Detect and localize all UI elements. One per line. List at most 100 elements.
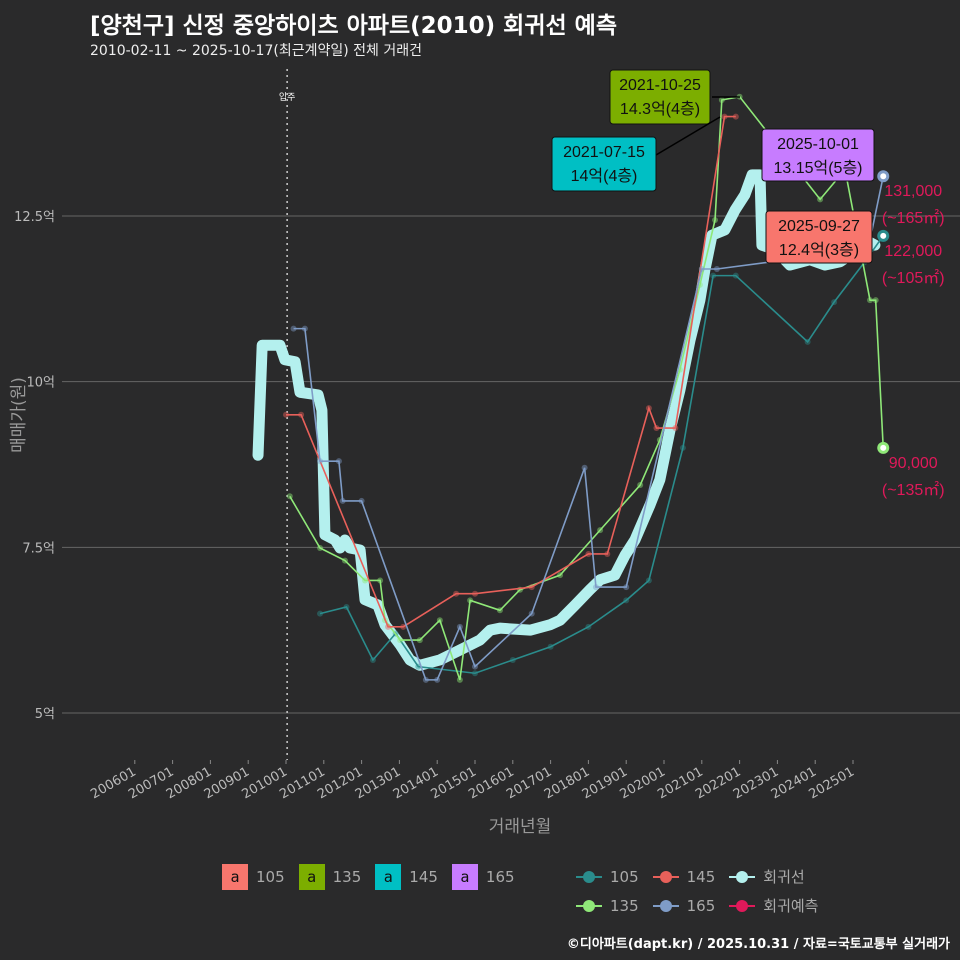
- trade-point-165: [698, 265, 705, 272]
- legend-item-area-105: a 105: [222, 864, 291, 890]
- trade-point-135: [362, 577, 369, 584]
- legend-label: 135: [332, 868, 362, 886]
- legend-item-series: 회귀예측: [729, 895, 818, 916]
- trade-point-135: [416, 637, 423, 644]
- y-tick-label: 7.5억: [22, 541, 55, 556]
- series-line-145: [286, 115, 736, 628]
- trade-point-135: [597, 527, 604, 534]
- prediction-value: 90,000: [889, 455, 938, 472]
- chart-subtitle: 2010-02-11 ~ 2025-10-17(최근계약일) 전체 거래건: [90, 43, 422, 59]
- trade-point-145: [604, 550, 611, 557]
- chart-title: [양천구] 신정 중앙하이츠 아파트(2010) 회귀선 예측: [90, 13, 617, 39]
- trade-point-135: [397, 637, 404, 644]
- trade-point-145: [400, 623, 407, 630]
- trade-point-145: [298, 411, 305, 418]
- prediction-area: (~165㎡): [882, 209, 945, 227]
- trade-point-105: [623, 597, 630, 604]
- trade-point-105: [645, 577, 652, 584]
- trade-point-105: [679, 444, 686, 451]
- trade-point-145: [645, 405, 652, 412]
- legend-series: 105 145 회귀선 135 165 회귀예측: [576, 866, 818, 916]
- trade-point-165: [317, 458, 324, 465]
- trade-point-135: [872, 297, 879, 304]
- trade-point-145: [721, 113, 728, 120]
- prediction-value: 122,000: [884, 243, 942, 260]
- trade-point-105: [343, 603, 350, 610]
- trade-point-145: [585, 550, 592, 557]
- footer-credit: ©디아파트(dapt.kr) / 2025.10.31 / 자료=국토교통부 실…: [566, 937, 950, 952]
- trade-point-105: [317, 610, 324, 617]
- trade-point-135: [456, 676, 463, 683]
- annotation-box: [765, 210, 873, 264]
- legend-swatch: a: [375, 864, 402, 890]
- legend-item-area-165: a 165: [451, 864, 521, 890]
- trade-point-165: [339, 497, 346, 504]
- trade-point-145: [453, 590, 460, 597]
- trade-point-135: [712, 216, 719, 223]
- prediction-area: (~135㎡): [882, 481, 945, 499]
- trade-point-135: [867, 297, 874, 304]
- trade-point-165: [528, 610, 535, 617]
- y-tick-label: 5억: [35, 707, 55, 722]
- legend-label: 105: [256, 868, 285, 886]
- legend-marker-icon: [729, 870, 756, 884]
- trade-point-145: [528, 584, 535, 591]
- legend-marker-icon: [729, 899, 756, 913]
- trade-point-105: [585, 623, 592, 630]
- legend-item-series: 145: [652, 866, 715, 887]
- annotation-price: 13.15억(5층): [773, 159, 862, 177]
- annotation-price: 12.4억(3층): [779, 241, 859, 259]
- trade-point-145: [385, 623, 392, 630]
- trade-point-135: [286, 493, 293, 500]
- prediction-area: (~105㎡): [882, 269, 945, 287]
- legend-swatch: a: [451, 864, 478, 890]
- trade-point-165: [290, 325, 297, 332]
- y-tick-label: 12.5억: [14, 210, 55, 225]
- legend-label: 135: [610, 896, 639, 915]
- y-tick-label: 10억: [26, 376, 55, 391]
- trade-point-165: [623, 584, 630, 591]
- trade-point-135: [377, 577, 384, 584]
- trade-point-165: [358, 497, 365, 504]
- x-axis-title: 거래년월: [489, 817, 552, 837]
- trade-point-165: [713, 265, 720, 272]
- trade-point-145: [653, 425, 660, 432]
- legend-item-area-145: a 145: [375, 864, 444, 890]
- trade-point-105: [831, 299, 838, 306]
- trade-point-135: [341, 557, 348, 564]
- annotation-date: 2025-10-01: [777, 136, 859, 153]
- legend-label: 105: [610, 867, 639, 886]
- trade-point-135: [496, 607, 503, 614]
- trade-point-135: [557, 572, 564, 579]
- trade-point-165: [456, 623, 463, 630]
- legend-label: 회귀예측: [763, 897, 819, 915]
- annotation-date: 2021-07-15: [563, 144, 645, 161]
- trade-point-105: [804, 338, 811, 345]
- annotation-date: 2021-10-25: [619, 77, 701, 94]
- trade-point-105: [509, 656, 516, 663]
- trade-point-135: [718, 97, 725, 104]
- annotation-box: [761, 128, 875, 182]
- trade-point-135: [637, 482, 644, 489]
- legend-marker-icon: [576, 870, 602, 884]
- trade-point-135: [436, 617, 443, 624]
- annotation-box: [551, 136, 657, 192]
- trade-point-105: [547, 643, 554, 650]
- trade-point-105: [710, 272, 717, 279]
- trade-point-135: [467, 597, 474, 604]
- legend-label: 145: [409, 868, 438, 886]
- legend-marker-icon: [576, 899, 602, 913]
- trade-point-165: [472, 663, 478, 670]
- trade-point-165: [581, 464, 588, 471]
- endpoint-marker-center: [880, 173, 887, 180]
- legend-item-series: 135: [576, 895, 639, 916]
- series-line-165: [293, 176, 885, 681]
- legend-marker-icon: [652, 899, 679, 913]
- prediction-value: 131,000: [884, 183, 942, 200]
- legend-swatch: a: [222, 864, 248, 890]
- trade-point-105: [472, 670, 478, 677]
- y-axis-title: 매매가(원): [9, 377, 29, 453]
- legend-area: a 105 a 135 a 145 a 165: [222, 864, 521, 890]
- annotation-price: 14억(4층): [571, 167, 638, 185]
